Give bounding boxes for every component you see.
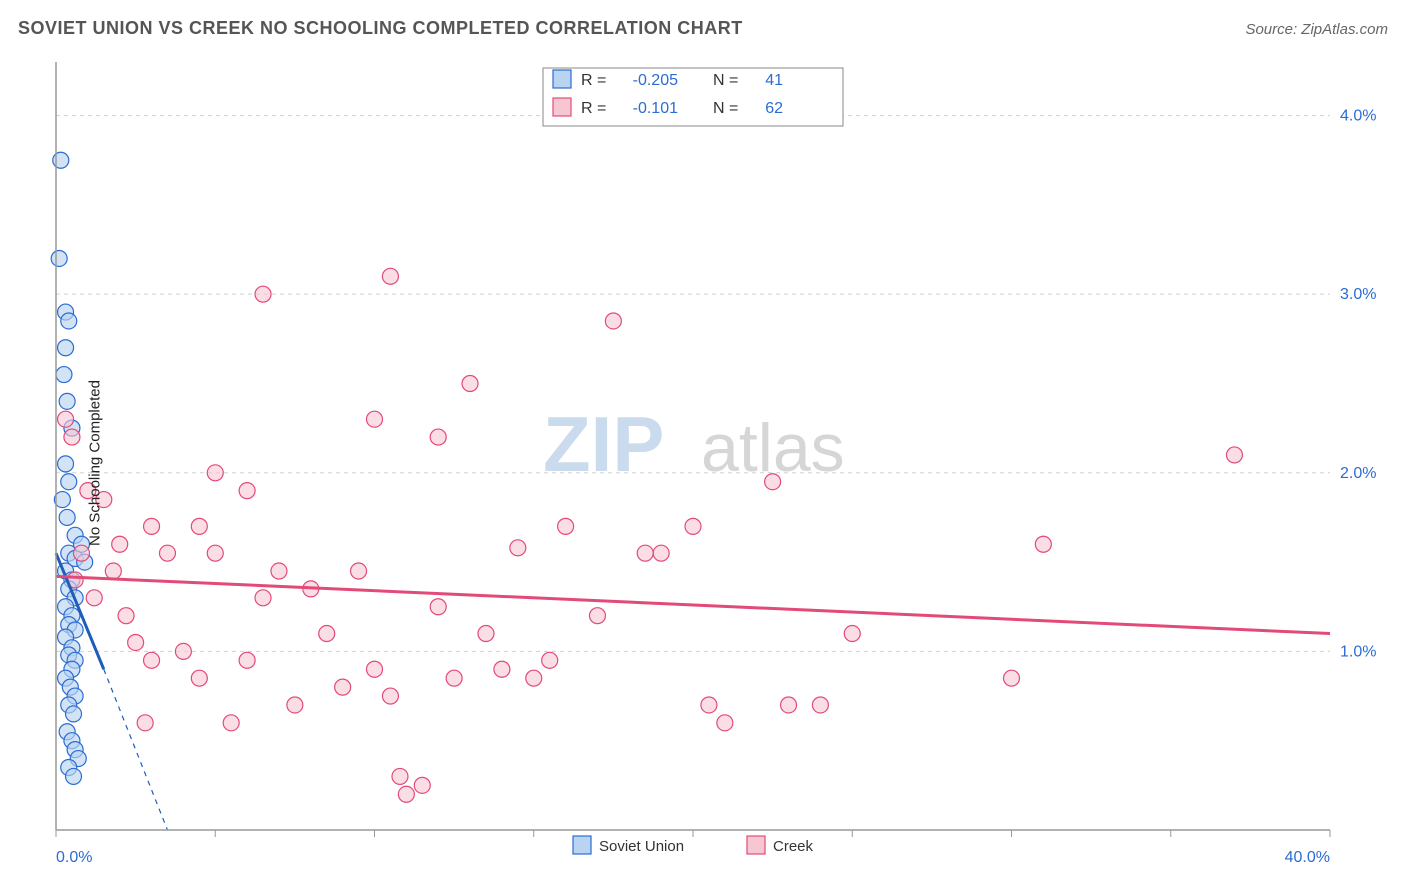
scatter-point [239, 652, 255, 668]
scatter-point [58, 411, 74, 427]
scatter-point [478, 626, 494, 642]
chart-header: SOVIET UNION VS CREEK NO SCHOOLING COMPL… [18, 18, 1388, 39]
scatter-point [58, 456, 74, 472]
scatter-point [54, 492, 70, 508]
scatter-point [1226, 447, 1242, 463]
scatter-point [605, 313, 621, 329]
scatter-point [175, 643, 191, 659]
scatter-point [382, 688, 398, 704]
chart-source: Source: ZipAtlas.com [1245, 21, 1388, 38]
scatter-point [51, 250, 67, 266]
scatter-point [58, 340, 74, 356]
scatter-point [319, 626, 335, 642]
legend-n-label: N = [713, 72, 738, 89]
scatter-point [128, 634, 144, 650]
scatter-point [589, 608, 605, 624]
watermark-zip: ZIP [543, 400, 664, 488]
scatter-point [414, 777, 430, 793]
bottom-legend-swatch [573, 836, 591, 854]
scatter-point [59, 509, 75, 525]
scatter-point [510, 540, 526, 556]
scatter-point [392, 768, 408, 784]
scatter-point [367, 411, 383, 427]
scatter-point [271, 563, 287, 579]
scatter-point [430, 429, 446, 445]
scatter-point [191, 518, 207, 534]
scatter-point [494, 661, 510, 677]
y-tick-label: 4.0% [1340, 108, 1376, 125]
scatter-chart: 1.0%2.0%3.0%4.0%ZIPatlas0.0%40.0%R =-0.2… [18, 52, 1388, 874]
scatter-point [701, 697, 717, 713]
scatter-point [717, 715, 733, 731]
scatter-point [137, 715, 153, 731]
legend-r-value: -0.101 [633, 100, 678, 117]
chart-title: SOVIET UNION VS CREEK NO SCHOOLING COMPL… [18, 18, 743, 39]
scatter-point [781, 697, 797, 713]
scatter-point [61, 474, 77, 490]
scatter-point [105, 563, 121, 579]
scatter-point [367, 661, 383, 677]
scatter-point [56, 367, 72, 383]
scatter-point [558, 518, 574, 534]
scatter-point [144, 652, 160, 668]
scatter-point [86, 590, 102, 606]
scatter-point [144, 518, 160, 534]
scatter-point [59, 393, 75, 409]
bottom-legend-label: Creek [773, 838, 814, 855]
legend-n-value: 62 [765, 100, 783, 117]
trend-line [56, 576, 1330, 633]
scatter-point [335, 679, 351, 695]
scatter-point [159, 545, 175, 561]
scatter-point [223, 715, 239, 731]
y-tick-label: 2.0% [1340, 465, 1376, 482]
trend-line-dashed [104, 669, 168, 830]
legend-r-label: R = [581, 100, 606, 117]
x-tick-label: 0.0% [56, 849, 92, 866]
scatter-point [191, 670, 207, 686]
scatter-point [287, 697, 303, 713]
legend-swatch [553, 70, 571, 88]
scatter-point [118, 608, 134, 624]
scatter-point [66, 706, 82, 722]
scatter-point [239, 483, 255, 499]
scatter-point [398, 786, 414, 802]
scatter-point [765, 474, 781, 490]
legend-r-value: -0.205 [633, 72, 678, 89]
legend-n-label: N = [713, 100, 738, 117]
scatter-point [637, 545, 653, 561]
scatter-point [255, 590, 271, 606]
bottom-legend-label: Soviet Union [599, 838, 684, 855]
scatter-point [61, 313, 77, 329]
legend-swatch [553, 98, 571, 116]
scatter-point [812, 697, 828, 713]
scatter-point [64, 429, 80, 445]
scatter-point [382, 268, 398, 284]
scatter-point [844, 626, 860, 642]
scatter-point [351, 563, 367, 579]
scatter-point [53, 152, 69, 168]
scatter-point [446, 670, 462, 686]
scatter-point [430, 599, 446, 615]
scatter-point [66, 768, 82, 784]
scatter-point [207, 465, 223, 481]
scatter-point [526, 670, 542, 686]
scatter-point [542, 652, 558, 668]
legend-n-value: 41 [765, 72, 783, 89]
scatter-point [462, 375, 478, 391]
y-axis-label: No Schooling Completed [86, 380, 103, 546]
y-tick-label: 3.0% [1340, 286, 1376, 303]
scatter-point [1035, 536, 1051, 552]
scatter-point [1004, 670, 1020, 686]
x-tick-label: 40.0% [1285, 849, 1330, 866]
legend-r-label: R = [581, 72, 606, 89]
scatter-point [207, 545, 223, 561]
y-tick-label: 1.0% [1340, 643, 1376, 660]
scatter-point [685, 518, 701, 534]
scatter-point [255, 286, 271, 302]
chart-area: No Schooling Completed 1.0% 2.0% 3.0% 4.0% Z… [18, 52, 1388, 874]
scatter-point [653, 545, 669, 561]
scatter-point [112, 536, 128, 552]
bottom-legend-swatch [747, 836, 765, 854]
scatter-point [73, 545, 89, 561]
